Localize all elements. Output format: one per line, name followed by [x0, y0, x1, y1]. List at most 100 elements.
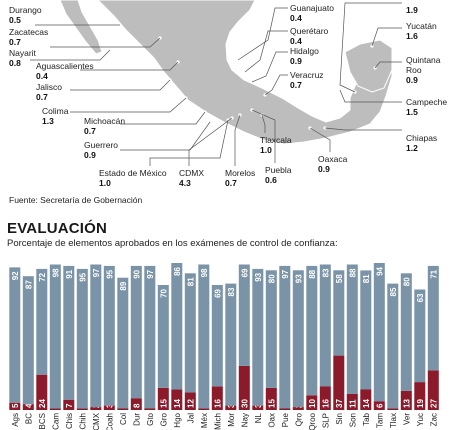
- state-label-veracruz: Veracruz: [290, 70, 324, 80]
- bar-value-label: 4: [24, 403, 33, 408]
- bar-segment-high: [346, 264, 358, 394]
- leader-lines: [30, 2, 402, 166]
- bar-segment-low: [373, 401, 385, 410]
- bar-segment-low: [427, 370, 439, 410]
- bar-segment-low: [198, 408, 210, 410]
- state-label-zacatecas: Zacatecas: [9, 27, 49, 37]
- bar-value-label: 15: [159, 399, 168, 408]
- bar-value-label: 5: [11, 403, 20, 408]
- bar-value-label: 63: [416, 293, 425, 302]
- bar-segment-low: [319, 386, 331, 410]
- leader-line: [30, 49, 111, 61]
- state-value-chiapas: 1.2: [406, 143, 418, 153]
- bar-value-label: 12: [186, 399, 195, 408]
- bar-value-label: 16: [321, 399, 330, 408]
- bar-segment-high: [387, 283, 399, 409]
- bar-value-label: 11: [348, 399, 357, 408]
- bar-segment-high: [36, 268, 48, 375]
- category-label: Dur: [132, 413, 141, 426]
- bar-segment-low: [346, 393, 358, 410]
- category-label: Sin: [335, 413, 344, 425]
- category-label: Son: [348, 413, 357, 427]
- bar-segment-high: [400, 273, 412, 391]
- state-value-tlaxcala: 1.0: [260, 145, 272, 155]
- leader-line: [70, 79, 171, 91]
- bar-segment-high: [292, 270, 304, 407]
- bar-segment-high: [103, 265, 115, 406]
- bar-segment-high: [9, 267, 21, 403]
- bar-value-label: 80: [267, 274, 276, 283]
- bar-value-label: 93: [294, 274, 303, 283]
- bar-segment-high: [90, 264, 102, 408]
- bar-value-label: 14: [362, 399, 371, 408]
- bar-value-label: 95: [78, 272, 87, 281]
- state-value-quintana-roo: 0.9: [406, 75, 418, 85]
- bar-segment-high: [333, 270, 345, 356]
- state-value-veracruz: 0.7: [290, 80, 302, 90]
- category-label: Mor: [227, 413, 236, 427]
- state-value-oaxaca: 0.9: [318, 164, 330, 174]
- bar-value-label: 83: [321, 268, 330, 277]
- bar-value-label: 80: [402, 277, 411, 286]
- bar-segment-low: [90, 407, 102, 410]
- state-label-quintana-roo: Quintana Roo: [406, 55, 441, 75]
- bar-segment-high: [49, 264, 61, 409]
- leader-line: [309, 127, 331, 152]
- bar-value-label: 81: [186, 277, 195, 286]
- bar-value-label: 97: [92, 268, 101, 277]
- state-label-guerrero: Guerrero: [84, 140, 119, 150]
- leader-line: [234, 114, 241, 166]
- state-value-queretaro: 0.4: [290, 36, 302, 46]
- state-label-aguascalientes: Aguascalientes: [36, 61, 94, 71]
- category-label: NL: [254, 412, 263, 423]
- bar-segment-low: [22, 404, 34, 410]
- category-label: Méx: [200, 413, 209, 428]
- bar-segment-high: [117, 277, 129, 409]
- category-label: Tam: [375, 413, 384, 428]
- category-label: Qro: [294, 412, 303, 426]
- bar-value-label: 58: [335, 274, 344, 283]
- category-label: Gto: [146, 412, 155, 425]
- bar-segment-high: [252, 268, 264, 406]
- category-label: Nay: [240, 413, 249, 427]
- state-label-colima: Colima: [42, 106, 69, 116]
- bar-segment-low: [400, 390, 412, 410]
- leader-line: [50, 37, 161, 48]
- category-label: Ags: [11, 413, 20, 427]
- bar-segment-high: [22, 276, 34, 405]
- bar-segment-low: [76, 408, 88, 410]
- bar-segment-high: [225, 283, 237, 406]
- bar-value-label: 94: [375, 266, 384, 275]
- state-value-aguascalientes: 0.4: [36, 71, 48, 81]
- bar-segment-low: [225, 405, 237, 410]
- bar-value-label: 88: [348, 268, 357, 277]
- bar-segment-low: [63, 399, 75, 410]
- category-label: Hgo: [173, 412, 182, 427]
- bar-value-label: 95: [105, 269, 114, 278]
- state-label-chiapas: Chiapas: [406, 133, 438, 143]
- state-label-puebla: Puebla: [265, 165, 292, 175]
- bar-value-label: 72: [38, 272, 47, 281]
- bar-segment-low: [117, 408, 129, 410]
- bar-segment-low: [333, 355, 345, 410]
- bar-segment-low: [103, 405, 115, 410]
- category-label: Yuc: [416, 413, 425, 426]
- state-value-zacatecas: 0.7: [9, 37, 21, 47]
- bar-segment-low: [49, 408, 61, 410]
- bar-value-label: 69: [240, 268, 249, 277]
- bar-value-label: 90: [132, 269, 141, 278]
- state-label-tlaxcala: Tlaxcala: [260, 135, 292, 145]
- bar-segment-low: [265, 387, 277, 410]
- bar-segment-low: [171, 389, 183, 410]
- bar-segment-high: [184, 273, 196, 393]
- bar-segment-high: [144, 265, 156, 409]
- state-label-durango: Durango: [9, 5, 42, 15]
- bar-value-label: 89: [119, 281, 128, 290]
- leader-line: [237, 7, 288, 61]
- bar-segment-low: [184, 392, 196, 410]
- mexico-map: [30, 0, 402, 166]
- bar-value-label: 97: [281, 269, 290, 278]
- chart-title: EVALUACIÓN: [7, 220, 108, 237]
- bar-segment-low: [144, 408, 156, 410]
- bar-segment-low: [292, 407, 304, 410]
